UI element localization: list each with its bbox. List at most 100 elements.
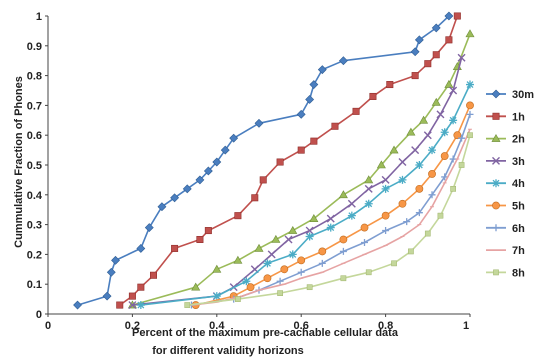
series-line-30m [77, 15, 450, 306]
data-point-6h [466, 110, 474, 118]
data-point-1h [445, 36, 453, 44]
data-point-30m [220, 145, 230, 155]
y-tick-label: 0.2 [27, 249, 42, 261]
x-axis-title: Percent of the maximum pre-cachable cell… [132, 327, 399, 339]
data-point-8h [467, 132, 473, 139]
series-line-5h [195, 105, 471, 306]
data-point-2h [338, 190, 348, 199]
data-point-30m [410, 47, 420, 57]
data-point-6h [403, 218, 411, 226]
data-point-5h [246, 283, 255, 292]
data-point-4h [263, 259, 272, 268]
legend-swatch-marker [492, 179, 500, 188]
data-point-6h [458, 134, 466, 142]
series-layer [73, 11, 475, 310]
data-point-30m [170, 193, 180, 203]
data-point-30m [229, 133, 239, 143]
x-axis-title-line2: for different validity horizons [152, 345, 304, 357]
data-point-30m [212, 157, 222, 167]
data-point-4h [288, 250, 297, 259]
data-point-5h [360, 223, 369, 232]
data-point-4h [440, 128, 449, 137]
legend-label: 3h [512, 156, 525, 168]
data-point-30m [444, 11, 454, 21]
data-point-8h [391, 260, 397, 267]
data-point-2h [406, 127, 416, 136]
y-tick-label: 0.7 [27, 100, 42, 112]
data-point-6h [361, 238, 368, 246]
data-point-6h [339, 247, 347, 255]
data-point-2h [233, 255, 243, 264]
legend-item-3h: 3h [486, 156, 525, 168]
data-point-2h [309, 214, 319, 222]
data-point-4h [466, 80, 474, 89]
series-line-2h [132, 33, 471, 306]
series-30m [73, 11, 454, 310]
data-point-5h [318, 247, 327, 256]
series-line-1h [119, 15, 459, 306]
data-point-30m [305, 95, 315, 104]
data-point-1h [234, 212, 242, 220]
data-point-6h [428, 191, 436, 199]
data-point-1h [331, 122, 339, 130]
data-point-1h [352, 107, 360, 115]
data-point-30m [106, 267, 116, 277]
legend-item-2h: 2h [486, 134, 525, 146]
data-point-1h [310, 137, 318, 145]
data-point-2h [419, 115, 429, 124]
data-point-4h [364, 199, 373, 208]
series-2h [127, 29, 475, 309]
data-point-3h [305, 226, 314, 235]
data-point-2h [212, 264, 222, 273]
series-5h [191, 101, 474, 309]
data-point-5h [466, 101, 474, 110]
data-point-1h [424, 60, 432, 68]
legend-label: 1h [512, 111, 525, 123]
data-point-30m [136, 244, 146, 253]
data-point-30m [111, 255, 120, 265]
data-point-3h [457, 53, 466, 62]
data-point-1h [432, 51, 440, 59]
legend-label: 2h [512, 134, 525, 146]
data-point-1h [171, 244, 179, 252]
data-point-3h [267, 250, 276, 259]
legend: 30m 1h 2h 3h 4h 5h 6h 7h 8h [486, 89, 534, 279]
series-line-6h [191, 114, 471, 306]
data-point-1h [128, 292, 136, 300]
data-point-1h [297, 146, 305, 154]
data-point-5h [415, 184, 424, 193]
data-point-4h [212, 292, 221, 301]
data-point-4h [428, 146, 437, 155]
data-point-2h [271, 234, 281, 243]
data-point-2h [431, 97, 441, 106]
data-point-30m [338, 56, 348, 66]
data-point-3h [284, 235, 293, 244]
legend-label: 4h [512, 178, 525, 190]
data-point-30m [157, 202, 167, 212]
data-point-2h [191, 282, 201, 291]
data-point-1h [453, 12, 461, 20]
data-point-30m [431, 23, 441, 33]
data-point-5h [398, 199, 407, 208]
data-point-2h [376, 160, 386, 169]
data-point-2h [254, 243, 264, 252]
y-tick-label: 0.9 [27, 41, 42, 53]
axes: 0 0.1 0.2 0.3 0.4 0.5 0.6 0.7 0.8 0.9 1 0 0.2 0.4 0.6 0… [27, 11, 471, 332]
series-line-3h [132, 57, 463, 306]
data-point-1h [116, 301, 124, 309]
data-point-6h [276, 277, 284, 285]
data-point-4h [381, 184, 390, 193]
y-tick-label: 0.6 [27, 130, 42, 142]
data-point-4h [242, 277, 251, 286]
data-point-3h [411, 146, 420, 155]
data-point-2h [465, 29, 475, 38]
legend-swatch-marker [491, 133, 501, 142]
data-point-3h [364, 184, 373, 193]
data-point-1h [137, 283, 145, 291]
series-4h [136, 80, 474, 310]
data-point-3h [423, 131, 432, 140]
data-point-6h [297, 268, 305, 276]
data-point-8h [458, 162, 465, 168]
data-point-8h [365, 269, 372, 276]
